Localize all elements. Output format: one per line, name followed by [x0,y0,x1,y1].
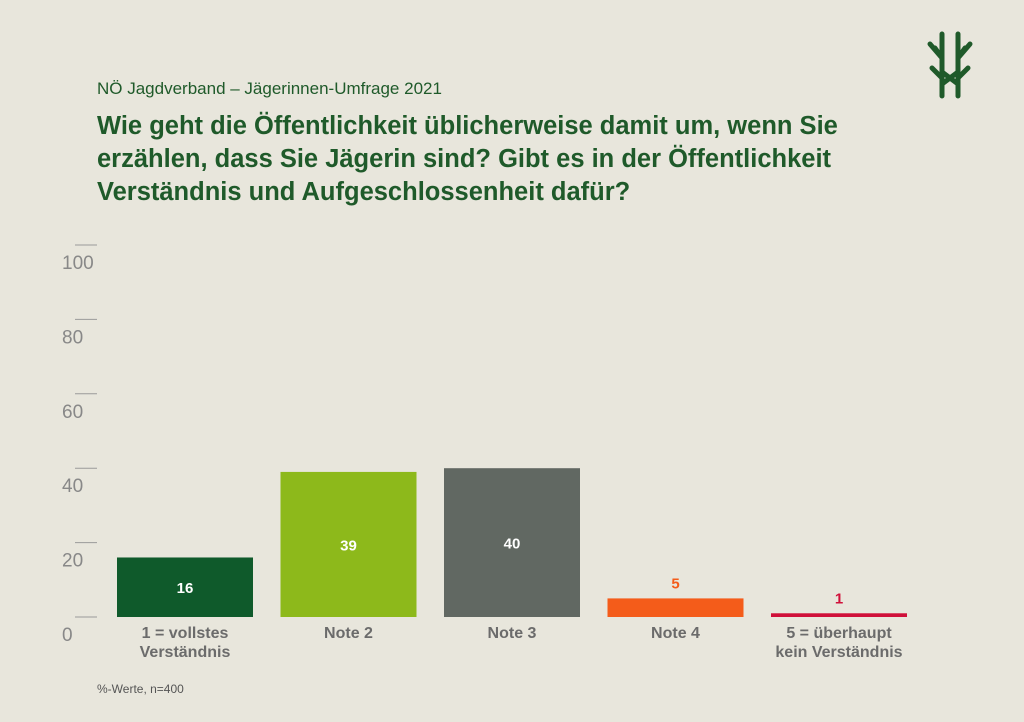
y-tick-label: 40 [62,476,83,497]
bars: 16 39 40 5 1 [117,468,907,617]
x-axis-labels: 1 = vollstes Verständnis Note 2 Note 3 Note … [140,625,903,661]
antler-tree-logo-icon [927,31,973,99]
x-category-label: 5 = überhaupt kein Verständnis [775,625,902,661]
bar [607,598,744,617]
chart-subtitle: NÖ Jagdverband – Jägerinnen-Umfrage 2021 [97,79,442,98]
x-category-label: Note 4 [651,625,700,642]
bar-value-label: 5 [671,575,679,592]
y-tick-label: 100 [62,253,94,274]
bar-value-label: 1 [835,590,843,607]
x-category-label: Note 3 [488,625,537,642]
bar [280,471,417,617]
bar-value-label: 39 [340,537,357,554]
bar-value-label: 40 [504,536,521,553]
x-category-label: 1 = vollstes Verständnis [140,625,231,661]
y-tick-label: 80 [62,327,83,348]
y-axis: 0 20 40 60 80 100 [62,244,97,646]
y-tick-label: 60 [62,402,83,423]
bar [444,468,580,617]
chart-title: Wie geht die Öffentlichkeit üblicherweis… [97,112,838,206]
bar [771,613,907,617]
y-tick-label: 20 [62,551,83,572]
bar [117,557,253,617]
y-tick-label: 0 [62,625,73,646]
footnote: %-Werte, n=400 [97,682,184,696]
x-category-label: Note 2 [324,625,373,642]
bar-value-label: 16 [177,580,194,597]
